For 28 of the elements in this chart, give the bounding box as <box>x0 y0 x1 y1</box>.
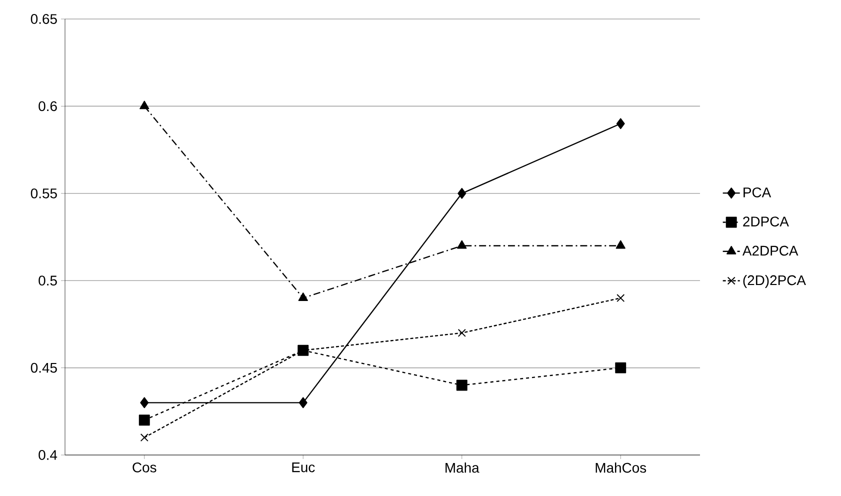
legend-label: A2DPCA <box>742 246 798 256</box>
point <box>458 188 466 199</box>
point <box>140 397 149 408</box>
legend-label: (2D)2PCA <box>743 274 806 288</box>
y-tick-label: 0.45 <box>30 362 57 373</box>
point <box>616 118 625 130</box>
point <box>616 294 625 302</box>
y-tick-label: 0.4 <box>38 450 58 460</box>
x-tick-label: Maha <box>446 462 480 473</box>
legend-label: 2DPCA <box>743 216 789 226</box>
y-tick-label: 0.65 <box>30 14 57 24</box>
x-tick-label: MahCos <box>596 462 646 473</box>
y-tick-label: 0.55 <box>30 188 57 198</box>
point <box>616 240 626 249</box>
legend-label: PCA <box>744 187 772 198</box>
point <box>298 397 308 408</box>
point <box>138 414 150 426</box>
point <box>456 380 468 391</box>
y-tick-label: 0.6 <box>38 101 57 112</box>
point <box>298 292 308 302</box>
y-tick-label: 0.5 <box>38 276 57 286</box>
x-tick-label: Euc <box>292 462 315 472</box>
point <box>457 240 467 249</box>
point <box>615 362 626 374</box>
point <box>458 328 466 337</box>
point <box>140 434 148 442</box>
point <box>140 100 150 110</box>
x-tick-label: Cos <box>132 462 156 472</box>
